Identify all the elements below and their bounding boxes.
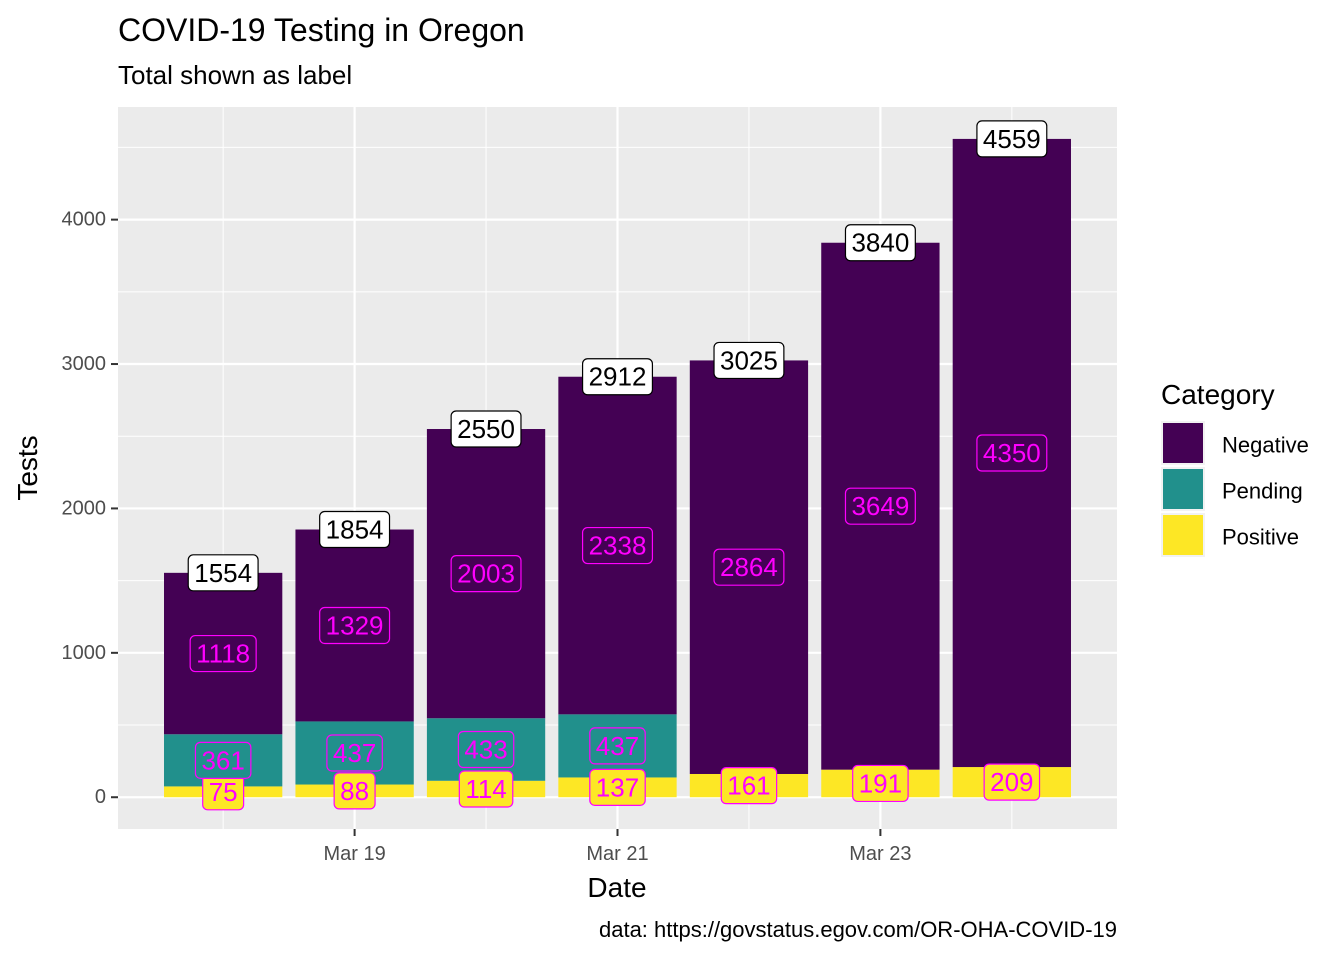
total-label: 1554: [194, 558, 252, 588]
chart-subtitle: Total shown as label: [118, 60, 352, 90]
data-label-negative: 1329: [326, 610, 384, 640]
total-label-box: [187, 554, 259, 592]
legend-key-negative: [1163, 423, 1203, 463]
data-label-positive-group: 191: [852, 764, 909, 803]
data-label-positive-group: 161: [720, 767, 778, 805]
total-label-box: [450, 410, 522, 448]
total-label: 2550: [457, 414, 515, 444]
legend-label-pending: Pending: [1222, 479, 1303, 504]
total-label: 3840: [851, 228, 909, 258]
total-label-group: 1854: [319, 510, 391, 549]
data-label-positive-group: 114: [458, 770, 514, 808]
data-label-positive-box: [720, 767, 778, 805]
data-label-pending-box: [326, 734, 383, 772]
x-tick-label: Mar 21: [586, 843, 648, 865]
data-label-negative-group: 4350: [976, 434, 1048, 472]
total-label: 1854: [326, 515, 384, 545]
data-label-positive: 209: [990, 767, 1033, 797]
data-label-pending: 361: [201, 745, 244, 775]
data-label-negative-group: 1329: [319, 606, 391, 645]
data-label-positive-group: 209: [983, 763, 1041, 801]
legend: Category Negative Pending Positive: [1161, 379, 1309, 557]
data-label-positive: 161: [727, 771, 770, 801]
total-label-box: [844, 224, 916, 262]
data-label-pending-box: [589, 727, 646, 765]
data-label-pending-group: 437: [589, 727, 646, 765]
data-label-negative-box: [713, 548, 785, 586]
chart-caption: data: https://govstatus.egov.com/OR-OHA-…: [599, 917, 1117, 942]
total-label-group: 1554: [187, 554, 259, 592]
data-label-negative-box: [976, 434, 1048, 472]
y-tick-label: 2000: [62, 497, 107, 519]
data-label-negative: 2338: [589, 531, 647, 561]
x-axis-title: Date: [587, 872, 646, 903]
total-label-box: [319, 510, 391, 549]
legend-key-positive: [1163, 515, 1203, 555]
data-label-pending-group: 433: [457, 730, 515, 769]
data-label-pending: 437: [333, 738, 376, 768]
y-axis-title: Tests: [12, 435, 43, 500]
data-label-negative-group: 2003: [450, 555, 522, 593]
axes: 0 1000 2000 3000 4000 Mar 19 Mar 21 Mar 23: [62, 209, 912, 865]
data-label-positive: 191: [859, 768, 902, 798]
data-label-pending-group: 437: [326, 734, 383, 772]
legend-label-negative: Negative: [1222, 433, 1309, 458]
data-label-positive: 114: [465, 774, 506, 804]
legend-label-positive: Positive: [1222, 525, 1299, 550]
y-tick-label: 3000: [62, 353, 107, 375]
x-tick-label: Mar 19: [323, 843, 385, 865]
data-label-pending-box: [457, 730, 515, 769]
total-label: 3025: [720, 345, 778, 375]
y-tick-label: 0: [95, 786, 106, 808]
total-label-box: [976, 120, 1048, 158]
data-label-positive-box: [589, 768, 646, 806]
bars: [164, 138, 1071, 798]
y-tick-label: 4000: [62, 209, 107, 231]
total-label-box: [713, 341, 785, 380]
data-label-positive-box: [852, 764, 909, 803]
data-label-positive-box: [458, 770, 514, 808]
total-label-group: 2912: [581, 358, 654, 396]
data-label-negative: 3649: [851, 491, 909, 521]
data-label-positive-box: [983, 763, 1041, 801]
data-label-negative: 2864: [720, 552, 778, 582]
data-label-negative: 2003: [457, 559, 515, 589]
total-label-group: 2550: [450, 410, 522, 448]
data-label-positive: 75: [209, 777, 238, 807]
legend-title: Category: [1161, 379, 1275, 410]
total-label: 2912: [589, 362, 647, 392]
data-label-pending-group: 361: [194, 741, 252, 779]
data-label-positive-group: 137: [589, 768, 646, 806]
data-label-negative-box: [319, 606, 391, 645]
data-label-negative-group: 2864: [713, 548, 785, 586]
data-label-negative: 1118: [196, 639, 250, 669]
data-label-negative-box: [450, 555, 522, 593]
data-label-positive-group: 75: [202, 773, 245, 811]
y-tick-label: 1000: [62, 642, 107, 664]
total-label: 4559: [983, 124, 1041, 154]
data-label-negative-box: [189, 634, 257, 673]
data-label-negative-box: [844, 487, 916, 525]
data-label-positive: 137: [596, 772, 639, 802]
data-label-negative-group: 1118: [189, 634, 257, 673]
data-label-negative: 4350: [983, 438, 1041, 468]
legend-key-pending: [1163, 469, 1203, 509]
total-label-box: [581, 358, 654, 396]
data-label-pending: 433: [464, 735, 507, 765]
total-label-group: 4559: [976, 120, 1048, 158]
data-label-positive: 88: [340, 776, 369, 806]
data-label-negative-group: 3649: [844, 487, 916, 525]
data-label-positive-group: 88: [333, 772, 376, 810]
data-label-negative-group: 2338: [581, 526, 654, 565]
chart-title: COVID-19 Testing in Oregon: [118, 12, 525, 48]
x-tick-label: Mar 23: [849, 843, 911, 865]
data-label-pending-box: [194, 741, 252, 779]
data-label-positive-box: [333, 772, 376, 810]
total-label-group: 3025: [713, 341, 785, 380]
data-label-pending: 437: [596, 731, 639, 761]
data-label-negative-box: [581, 526, 654, 565]
total-label-group: 3840: [844, 224, 916, 262]
